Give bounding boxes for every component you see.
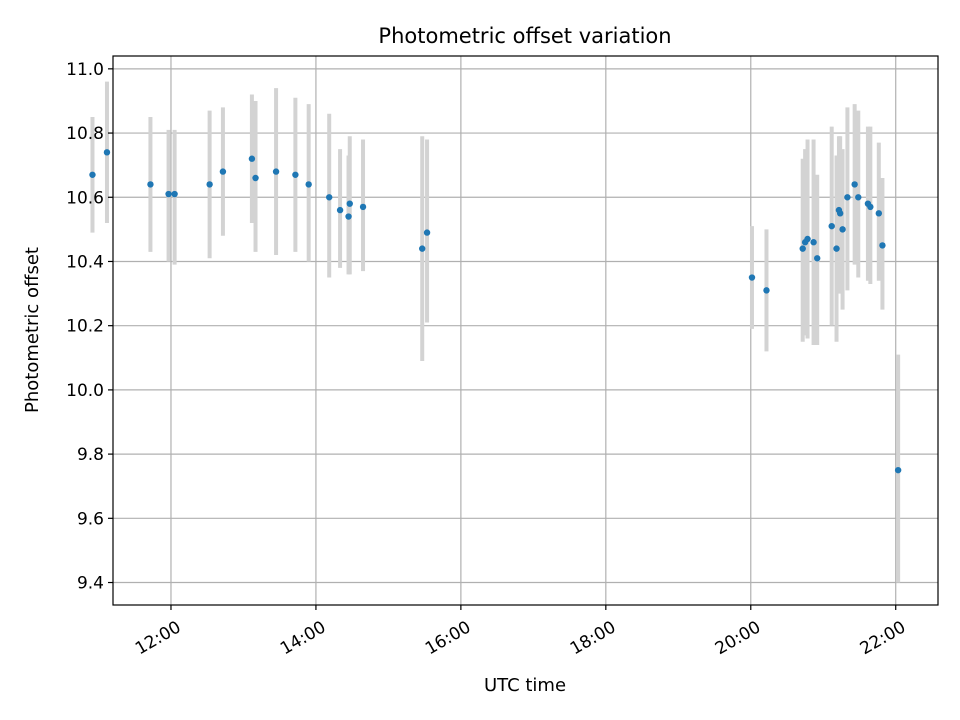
y-tick-label: 11.0 xyxy=(66,60,104,80)
y-tick-label: 9.4 xyxy=(77,574,104,594)
data-point xyxy=(828,222,835,230)
data-point xyxy=(855,194,862,201)
data-point xyxy=(219,168,227,175)
grid-lines xyxy=(113,56,938,605)
chart-title: Photometric offset variation xyxy=(378,24,671,48)
y-tick-label: 9.8 xyxy=(77,445,104,465)
data-point xyxy=(206,181,213,188)
data-point xyxy=(763,287,770,294)
data-point xyxy=(814,255,821,262)
y-tick-label: 9.6 xyxy=(77,509,104,529)
data-point xyxy=(272,168,280,175)
data-point xyxy=(879,242,886,249)
plot-area-frame xyxy=(112,55,939,606)
data-point xyxy=(336,206,344,214)
y-tick-label: 10.4 xyxy=(66,252,104,272)
x-axis-label: UTC time xyxy=(484,675,566,696)
data-point xyxy=(305,181,312,188)
data-point xyxy=(867,203,874,211)
data-point xyxy=(103,149,111,156)
data-point xyxy=(423,229,431,236)
data-point xyxy=(810,239,817,246)
y-tick-label: 10.0 xyxy=(66,381,104,401)
data-point xyxy=(804,235,811,243)
data-point xyxy=(839,226,846,233)
data-point xyxy=(292,171,299,178)
data-point xyxy=(346,200,353,207)
data-point xyxy=(419,245,426,252)
data-point xyxy=(833,245,840,252)
data-point xyxy=(248,155,256,162)
y-axis-label: Photometric offset xyxy=(22,247,43,413)
data-point xyxy=(252,174,259,182)
data-point xyxy=(165,190,172,198)
y-tick-label: 10.8 xyxy=(66,124,104,144)
data-point xyxy=(147,181,154,188)
data-point xyxy=(894,466,902,474)
y-tick-label: 10.2 xyxy=(66,317,104,337)
data-point xyxy=(799,245,806,252)
data-point xyxy=(345,213,352,220)
data-points xyxy=(89,149,902,474)
data-point xyxy=(359,203,367,211)
data-point xyxy=(89,171,96,178)
y-tick-label: 10.6 xyxy=(66,188,104,208)
data-point xyxy=(748,274,756,281)
data-point xyxy=(851,181,858,188)
data-point xyxy=(844,194,851,201)
data-point xyxy=(836,210,844,217)
data-point xyxy=(171,190,178,198)
data-point xyxy=(326,194,333,201)
data-point xyxy=(875,210,883,217)
